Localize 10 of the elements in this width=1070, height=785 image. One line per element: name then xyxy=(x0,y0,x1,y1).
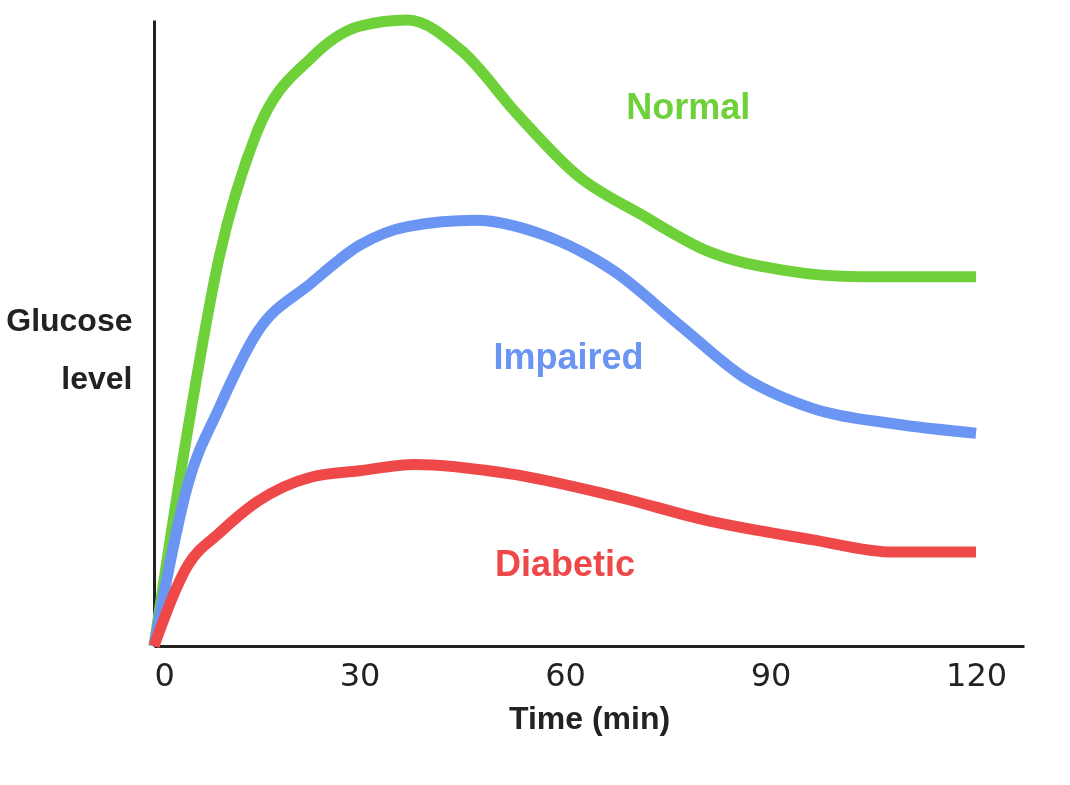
x-tick-label: 60 xyxy=(545,655,586,694)
series-label: Normal xyxy=(626,85,751,127)
x-tick-label: 90 xyxy=(750,655,792,694)
series-label: Impaired xyxy=(493,336,644,378)
series-label: Diabetic xyxy=(495,542,636,584)
y-axis-title: Glucose level xyxy=(6,301,133,396)
x-tick-label: 120 xyxy=(946,655,1008,694)
x-tick-label: 30 xyxy=(339,655,381,694)
x-axis-title: Time (min) xyxy=(508,699,671,736)
x-tick-label: 0 xyxy=(154,655,175,694)
